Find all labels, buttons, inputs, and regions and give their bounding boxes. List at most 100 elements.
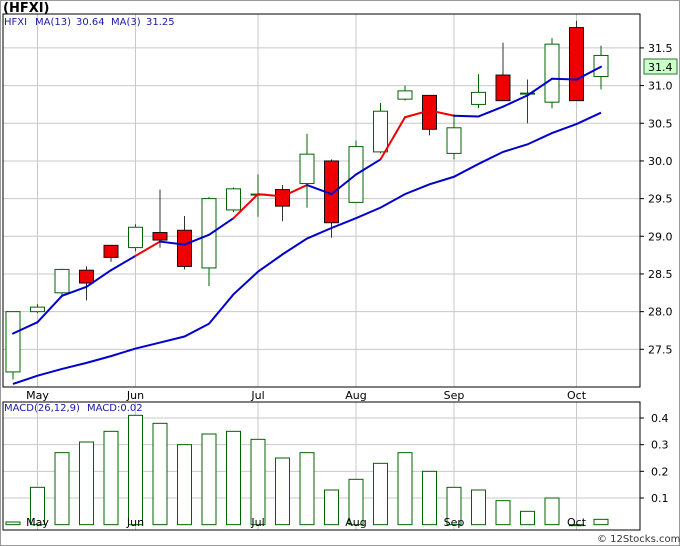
ma3-segment	[575, 65, 602, 81]
price-tick-label: 31.5	[648, 42, 673, 55]
last-price-tag	[643, 58, 678, 75]
macd-tick-label: 0.3	[651, 439, 669, 452]
ma3-segment	[526, 77, 553, 97]
macd-bar	[54, 452, 70, 526]
month-label: Aug	[345, 389, 366, 402]
candle-up	[30, 306, 45, 313]
legend-ma3-value: 31.25	[146, 17, 175, 28]
ma3-segment	[36, 294, 63, 324]
macd-tick-label: 0.2	[651, 465, 669, 478]
ma3-segment	[61, 285, 88, 297]
candle-up	[226, 188, 241, 211]
macd-bar	[103, 430, 119, 526]
ma3-segment	[159, 240, 186, 246]
ma3-segment	[232, 193, 259, 220]
month-label: Sep	[444, 389, 465, 402]
ma3-segment	[85, 269, 112, 288]
macd-legend-label: MACD(26,12,9)	[4, 403, 80, 414]
watermark: © 12Stocks.com	[597, 534, 680, 545]
last-price-label: 31.4	[648, 61, 673, 74]
month-label-macd: Aug	[345, 516, 366, 529]
macd-panel	[5, 414, 609, 527]
legend-ma3-label: MA(3)	[111, 17, 141, 28]
macd-panel-frame	[2, 401, 641, 531]
macd-bar	[593, 518, 609, 526]
ma13-line	[12, 111, 602, 385]
candle-up	[397, 90, 413, 100]
macd-tick-label: 0.4	[651, 412, 669, 425]
macd-bar	[226, 430, 241, 526]
price-tick-label: 28.5	[648, 268, 673, 281]
macd-bar	[544, 497, 560, 526]
price-tick-label: 28.0	[648, 306, 673, 319]
candle-up	[128, 226, 143, 249]
macd-bar	[299, 452, 315, 526]
macd-bar	[177, 444, 192, 526]
candle-up	[201, 198, 217, 269]
month-label: Oct	[567, 389, 587, 402]
ma3-segment	[551, 77, 578, 81]
ma3-segment	[110, 254, 137, 272]
macd-bar	[275, 457, 290, 526]
ma3-segment	[12, 321, 39, 335]
candle-up	[373, 110, 388, 153]
month-label-macd: May	[26, 516, 49, 529]
ma3-segment	[306, 184, 333, 196]
macd-bar	[30, 486, 45, 526]
macd-bar	[373, 462, 388, 526]
candle-down	[103, 244, 119, 258]
candle-down	[569, 27, 584, 102]
ma3-segment	[330, 173, 357, 196]
ma3-segment	[208, 217, 235, 236]
candle-up	[544, 43, 560, 103]
moving-averages	[12, 65, 602, 385]
legend-ma13-value: 30.64	[76, 17, 105, 28]
price-tick-label: 29.5	[648, 193, 673, 206]
ma3-segment	[355, 158, 382, 176]
macd-bar	[569, 524, 584, 527]
candle-down	[79, 269, 94, 284]
chart-title: (HFXI)	[3, 1, 50, 16]
legend-symbol: HFXI	[4, 17, 27, 28]
macd-bar	[348, 478, 364, 526]
ma3-segment	[502, 94, 529, 108]
candle-up	[299, 153, 315, 185]
ma3-segment	[257, 193, 284, 198]
ma3-segment	[379, 116, 406, 161]
price-tick-label: 27.5	[648, 343, 673, 356]
candle-down	[495, 74, 511, 102]
candle-up	[54, 268, 70, 294]
candle-down	[177, 229, 192, 267]
macd-bar	[422, 470, 437, 526]
ma3-segment	[477, 105, 504, 118]
ma3-segment	[453, 114, 480, 118]
ma3-segment	[183, 233, 210, 246]
ma3-segment	[134, 240, 161, 257]
candle-down	[152, 232, 168, 241]
ma3-segment	[404, 109, 431, 119]
price-tick-label: 30.5	[648, 117, 673, 130]
grid	[3, 14, 640, 530]
macd-bar	[201, 433, 217, 526]
macd-bar	[5, 521, 21, 526]
macd-bar	[495, 500, 511, 526]
macd-bar	[128, 414, 143, 526]
month-label: Jun	[126, 389, 144, 402]
price-panel-frame	[2, 13, 641, 388]
candle-up	[5, 311, 21, 373]
ma3-segment	[281, 184, 308, 198]
month-label: Jul	[250, 389, 264, 402]
ma3-segment	[428, 109, 455, 117]
candle-down	[275, 189, 290, 207]
candle-up	[471, 91, 486, 105]
month-label-macd: Jul	[250, 516, 264, 529]
macd-bar	[152, 422, 168, 526]
macd-bar	[250, 438, 266, 526]
month-label: May	[26, 389, 49, 402]
price-tick-label: 30.0	[648, 155, 673, 168]
month-label-macd: Jun	[126, 516, 144, 529]
month-label-macd: Sep	[444, 516, 465, 529]
axis-labels: 27.5 28.0 28.5 29.0 29.5 30.0 30.5 31.0 31.5 0.1 0…	[26, 42, 672, 529]
macd-tick-label: 0.1	[651, 492, 669, 505]
